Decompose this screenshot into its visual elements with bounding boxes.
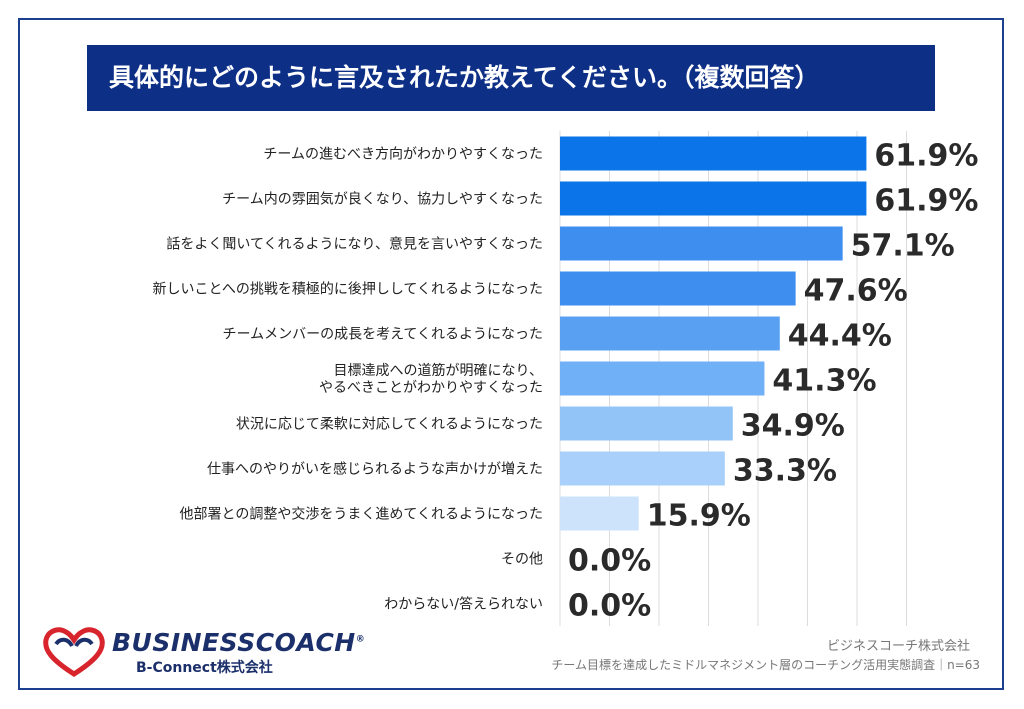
- category-label: 仕事へのやりがいを感じられるような声かけが増えた: [207, 461, 543, 478]
- bar: [560, 496, 639, 531]
- value-label: 61.9%: [874, 139, 978, 174]
- category-label: 目標達成への道筋が明確になり、: [334, 362, 543, 379]
- category-label: 新しいことへの挑戦を積極的に後押ししてくれるようになった: [153, 282, 543, 298]
- source-survey: チーム目標を達成したミドルマネジメント層のコーチング活用実態調査｜n=63: [551, 658, 980, 672]
- bar: [560, 406, 733, 441]
- chart-frame: [18, 18, 1004, 690]
- bar: [560, 451, 725, 486]
- category-label: わからない/答えられない: [384, 596, 543, 613]
- value-label: 44.4%: [788, 319, 892, 354]
- heart-logo-icon: [43, 627, 105, 677]
- category-label: チームメンバーの成長を考えてくれるようになった: [223, 327, 543, 343]
- source-company: ビジネスコーチ株式会社: [826, 639, 970, 654]
- category-label: 他部署との調整や交渉をうまく進めてくれるようになった: [180, 506, 543, 523]
- value-label: 61.9%: [874, 184, 978, 219]
- bar: [560, 226, 843, 261]
- category-label: 話をよく聞いてくれるようになり、意見を言いやすくなった: [166, 236, 543, 253]
- chart-title: 具体的にどのように言及されたか教えてください。（複数回答）: [87, 45, 935, 111]
- category-label: チーム内の雰囲気が良くなり、協力しやすくなった: [222, 192, 543, 208]
- category-label: チームの進むべき方向がわかりやすくなった: [263, 147, 543, 163]
- logo-wordmark: BUSINESSCOACH®: [112, 628, 366, 657]
- value-label: 0.0%: [568, 544, 651, 579]
- value-label: 47.6%: [804, 274, 908, 309]
- category-label: その他: [501, 552, 543, 568]
- bar: [560, 361, 765, 396]
- category-label: やるべきことがわかりやすくなった: [319, 380, 543, 396]
- logo-subtitle: B-Connect株式会社: [136, 660, 273, 676]
- value-label: 57.1%: [851, 229, 955, 264]
- business-coach-logo: BUSINESSCOACH® B-Connect株式会社: [42, 626, 365, 678]
- bar: [560, 271, 796, 306]
- value-label: 0.0%: [568, 589, 651, 624]
- bar: [560, 181, 867, 216]
- value-label: 41.3%: [772, 364, 876, 399]
- category-label: 状況に応じて柔軟に対応してくれるようになった: [236, 417, 543, 433]
- bar: [560, 316, 780, 351]
- value-label: 34.9%: [741, 409, 845, 444]
- bar: [560, 136, 867, 171]
- value-label: 15.9%: [647, 499, 751, 534]
- value-label: 33.3%: [733, 454, 837, 489]
